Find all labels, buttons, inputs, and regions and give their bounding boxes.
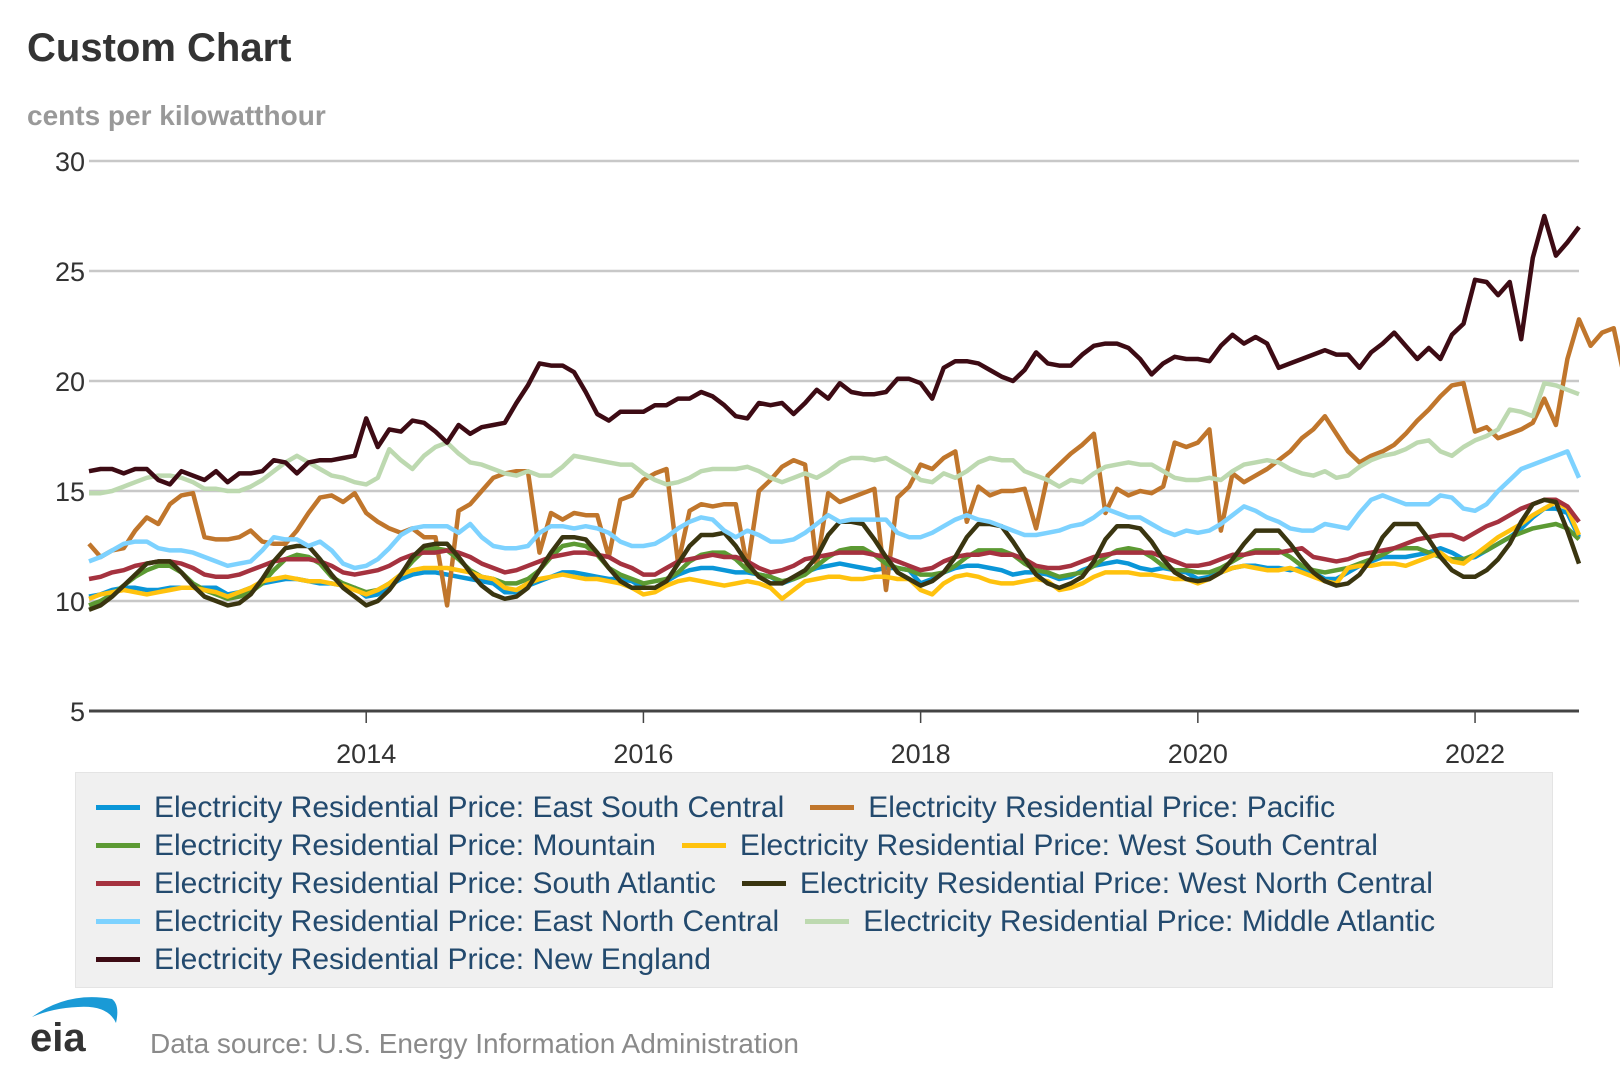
series-line-east-north-central — [88, 449, 1582, 571]
legend-item-pacific[interactable]: Electricity Residential Price: Pacific — [810, 791, 1335, 824]
chart-subtitle-units: cents per kilowatthour — [27, 100, 326, 131]
x-tick-label: 2018 — [891, 739, 951, 769]
x-tick-label: 2020 — [1168, 739, 1228, 769]
legend-label: Electricity Residential Price: Mountain — [154, 828, 656, 862]
logo-arc — [32, 997, 118, 1023]
y-tick-label: 25 — [55, 257, 85, 287]
legend-item-east-north-central[interactable]: Electricity Residential Price: East Nort… — [96, 905, 779, 938]
series-line-south-atlantic — [88, 497, 1581, 582]
legend-item-east-south-central[interactable]: Electricity Residential Price: East Sout… — [96, 791, 784, 824]
legend-label: Electricity Residential Price: East Nort… — [154, 904, 780, 938]
y-tick-label: 5 — [70, 697, 85, 727]
legend-label: Electricity Residential Price: New Engla… — [154, 942, 711, 976]
x-tick-label: 2016 — [613, 739, 673, 769]
legend: Electricity Residential Price: East Sout… — [75, 772, 1553, 988]
legend-item-west-north-central[interactable]: Electricity Residential Price: West Nort… — [741, 866, 1433, 900]
legend-label: Electricity Residential Price: East Sout… — [154, 790, 785, 824]
series-line-new-england — [88, 213, 1581, 487]
chart-title: Custom Chart — [27, 26, 292, 70]
gridlines — [89, 159, 1579, 603]
legend-label: Electricity Residential Price: Pacific — [868, 790, 1336, 824]
y-tick-label: 30 — [55, 147, 85, 177]
series-line-middle-atlantic — [89, 380, 1580, 496]
series-line-pacific — [87, 317, 1620, 608]
data-source-note: Data source: U.S. Energy Information Adm… — [150, 1028, 799, 1059]
x-tick-label: 2022 — [1445, 739, 1505, 769]
legend-label: Electricity Residential Price: South Atl… — [154, 866, 716, 900]
y-tick-label: 15 — [55, 477, 85, 507]
y-axis-ticks: 30 25 20 15 10 5 — [55, 147, 85, 727]
series-line-west-north-central — [88, 497, 1582, 612]
legend-swatch — [96, 919, 140, 924]
x-tick-label: 2014 — [336, 739, 396, 769]
legend-item-mountain[interactable]: Electricity Residential Price: Mountain — [96, 829, 656, 862]
logo-text: eia — [30, 1016, 86, 1055]
line-chart: 30 25 20 15 10 5 2014 2016 2018 2020 2022 — [55, 147, 1620, 769]
legend-item-middle-atlantic[interactable]: Electricity Residential Price: Middle At… — [805, 905, 1435, 938]
legend-swatch — [96, 957, 140, 962]
legend-swatch — [96, 843, 140, 848]
legend-label: Electricity Residential Price: West Nort… — [799, 866, 1433, 900]
legend-item-west-south-central[interactable]: Electricity Residential Price: West Sout… — [681, 828, 1378, 862]
y-tick-label: 20 — [55, 367, 85, 397]
eia-logo[interactable]: eia — [28, 995, 128, 1055]
legend-swatch — [741, 881, 786, 886]
legend-item-new-england[interactable]: Electricity Residential Price: New Engla… — [96, 943, 711, 976]
legend-swatch — [810, 805, 855, 810]
y-tick-label: 10 — [55, 587, 85, 617]
legend-label: Electricity Residential Price: Middle At… — [863, 904, 1436, 938]
legend-label: Electricity Residential Price: West Sout… — [739, 828, 1378, 862]
legend-swatch — [96, 881, 140, 886]
x-axis: 2014 2016 2018 2020 2022 — [89, 709, 1579, 769]
legend-swatch — [805, 919, 850, 924]
legend-item-south-atlantic[interactable]: Electricity Residential Price: South Atl… — [96, 867, 716, 900]
legend-swatch — [96, 805, 140, 810]
legend-swatch — [681, 843, 726, 848]
series-lines — [87, 213, 1620, 612]
